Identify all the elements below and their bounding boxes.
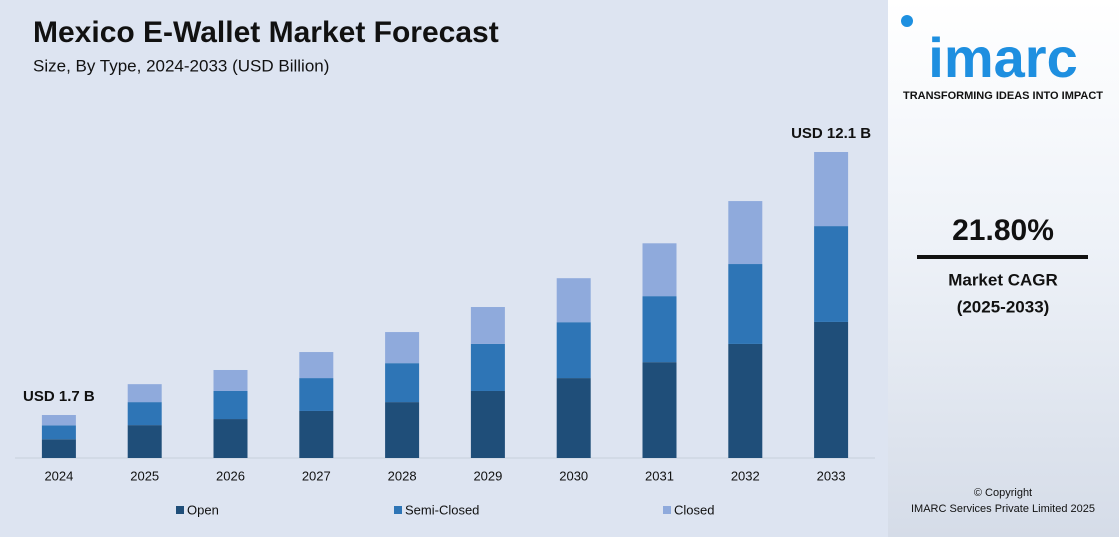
bar-segment bbox=[642, 362, 677, 458]
bar-segment bbox=[127, 402, 162, 426]
x-tick-label: 2028 bbox=[388, 468, 417, 483]
legend-label: Closed bbox=[674, 502, 714, 517]
x-tick-label: 2032 bbox=[731, 468, 760, 483]
bar-segment bbox=[470, 307, 505, 344]
bar-segment bbox=[213, 369, 248, 391]
side-panel bbox=[888, 0, 1119, 537]
legend-swatch bbox=[663, 506, 671, 514]
bar-segment bbox=[642, 243, 677, 297]
cagr-period: (2025-2033) bbox=[957, 297, 1050, 316]
bar-segment bbox=[814, 321, 849, 458]
x-tick-label: 2026 bbox=[216, 468, 245, 483]
cagr-label: Market CAGR bbox=[948, 270, 1058, 289]
bar-segment bbox=[299, 352, 334, 379]
bar-segment bbox=[213, 419, 248, 458]
x-tick-label: 2033 bbox=[817, 468, 846, 483]
legend-swatch bbox=[394, 506, 402, 514]
logo: imarc bbox=[928, 26, 1077, 89]
x-tick-label: 2030 bbox=[559, 468, 588, 483]
bar-segment bbox=[299, 410, 334, 458]
bar-segment bbox=[385, 332, 420, 364]
bar-segment bbox=[41, 415, 76, 426]
x-tick-label: 2031 bbox=[645, 468, 674, 483]
bar-segment bbox=[556, 378, 591, 458]
cagr-value: 21.80% bbox=[952, 214, 1054, 247]
bar-segment bbox=[213, 390, 248, 420]
legend-swatch bbox=[176, 506, 184, 514]
tagline: TRANSFORMING IDEAS INTO IMPACT bbox=[903, 90, 1103, 102]
bar-segment bbox=[385, 402, 420, 458]
bar-segment bbox=[127, 384, 162, 403]
bar-segment bbox=[470, 343, 505, 391]
x-tick-label: 2027 bbox=[302, 468, 331, 483]
bar-segment bbox=[41, 439, 76, 458]
copyright: © Copyright bbox=[974, 487, 1032, 499]
bar-segment bbox=[728, 201, 763, 265]
x-tick-label: 2029 bbox=[473, 468, 502, 483]
bar-segment bbox=[127, 425, 162, 458]
bar-segment bbox=[41, 425, 76, 440]
bar-segment bbox=[814, 152, 849, 227]
bar-segment bbox=[299, 378, 334, 411]
bar-segment bbox=[728, 343, 763, 458]
chart-subtitle: Size, By Type, 2024-2033 (USD Billion) bbox=[33, 56, 329, 75]
x-tick-label: 2024 bbox=[44, 468, 73, 483]
bar-segment bbox=[385, 363, 420, 403]
legend-label: Semi-Closed bbox=[405, 502, 479, 517]
annotation: USD 12.1 B bbox=[791, 125, 871, 142]
bar-segment bbox=[814, 226, 849, 322]
chart-title: Mexico E-Wallet Market Forecast bbox=[33, 16, 499, 49]
x-tick-label: 2025 bbox=[130, 468, 159, 483]
annotation: USD 1.7 B bbox=[23, 388, 95, 405]
logo-dot bbox=[901, 15, 913, 27]
company: IMARC Services Private Limited 2025 bbox=[911, 503, 1095, 515]
bar-segment bbox=[728, 264, 763, 344]
bar-segment bbox=[556, 278, 591, 323]
bar-segment bbox=[470, 390, 505, 458]
legend-label: Open bbox=[187, 502, 219, 517]
bar-segment bbox=[556, 322, 591, 379]
bar-segment bbox=[642, 296, 677, 363]
cagr-rule bbox=[917, 255, 1088, 259]
